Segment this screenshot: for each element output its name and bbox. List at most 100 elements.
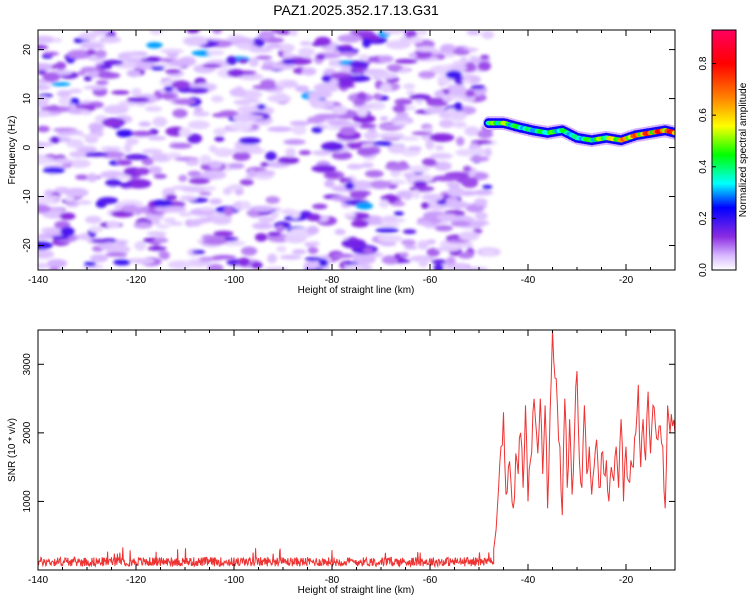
noise-blob <box>353 180 371 189</box>
noise-blob <box>475 211 488 221</box>
noise-blob <box>214 149 231 156</box>
noise-blob <box>421 193 444 201</box>
noise-blob <box>418 70 436 79</box>
noise-blob <box>378 199 390 209</box>
noise-blob <box>392 104 406 113</box>
x-tick-label: -100 <box>224 575 244 586</box>
noise-blob <box>470 140 493 145</box>
noise-blob <box>40 105 60 111</box>
noise-blob <box>285 147 296 158</box>
noise-blob <box>438 119 455 129</box>
noise-blob <box>277 156 300 165</box>
y-tick-label: -20 <box>22 238 33 253</box>
noise-blob <box>232 151 251 161</box>
noise-blob <box>452 49 469 55</box>
noise-blob <box>459 56 469 65</box>
noise-blob <box>173 98 196 105</box>
noise-blob <box>146 231 167 236</box>
noise-blob <box>436 199 448 205</box>
noise-blob <box>134 241 146 251</box>
noise-blob <box>98 241 113 250</box>
noise-blob <box>431 259 447 265</box>
noise-blob <box>105 252 127 257</box>
noise-blob <box>404 30 417 39</box>
noise-blob <box>79 134 99 139</box>
noise-blob <box>356 91 367 101</box>
x-tick-label: -60 <box>423 275 438 286</box>
noise-blob <box>455 136 465 146</box>
noise-blob <box>469 156 490 162</box>
noise-blob <box>50 136 60 144</box>
noise-blob <box>425 139 435 150</box>
noise-blob <box>187 120 210 130</box>
x-tick-label: -100 <box>224 275 244 286</box>
noise-blob <box>75 174 89 180</box>
noise-blob <box>401 239 416 246</box>
noise-blob <box>303 261 319 270</box>
noise-blob <box>270 212 280 219</box>
noise-blob <box>233 99 252 106</box>
noise-blob <box>464 126 480 137</box>
noise-blob <box>255 170 276 176</box>
noise-blob <box>480 54 490 60</box>
x-tick-label: -40 <box>521 275 536 286</box>
colorbar-tick-label: 0.4 <box>698 159 709 173</box>
noise-blob <box>482 184 493 190</box>
colorbar-tick-label: 0.2 <box>698 211 709 225</box>
noise-blob <box>209 198 223 205</box>
noise-blob <box>411 189 421 199</box>
noise-blob <box>470 84 486 90</box>
noise-blob <box>439 43 457 54</box>
noise-blob <box>80 110 92 115</box>
noise-blob <box>283 139 306 145</box>
noise-blob <box>38 249 55 259</box>
noise-blob <box>445 70 462 80</box>
noise-blob <box>38 69 47 75</box>
noise-blob <box>451 262 469 270</box>
noise-blob <box>99 151 125 159</box>
noise-blob <box>52 37 62 43</box>
noise-blob <box>186 30 200 34</box>
noise-blob <box>450 64 468 72</box>
noise-blob <box>338 51 358 56</box>
snr-y-label: SNR (10 * v/v) <box>7 418 18 482</box>
noise-blob <box>141 148 163 155</box>
noise-blob <box>133 222 153 229</box>
noise-blob <box>38 44 49 50</box>
noise-blob <box>483 147 492 157</box>
noise-blob <box>236 42 252 50</box>
noise-blob <box>38 204 52 214</box>
chart-title: PAZ1.2025.352.17.13.G31 <box>273 2 439 18</box>
noise-blob <box>356 108 368 117</box>
noise-blob <box>178 174 188 182</box>
noise-blob <box>212 30 223 34</box>
y-tick-label: 1000 <box>22 490 33 513</box>
noise-blob <box>68 159 91 169</box>
noise-blob <box>415 46 437 52</box>
noise-blob <box>299 210 312 218</box>
x-tick-label: -20 <box>619 575 634 586</box>
noise-blob <box>472 189 493 196</box>
colorbar-gradient <box>712 30 736 270</box>
noise-blob <box>385 163 411 171</box>
noise-blob <box>149 30 164 35</box>
noise-blob <box>380 241 397 247</box>
noise-blob <box>165 69 181 74</box>
noise-blob <box>331 253 355 259</box>
noise-blob <box>434 225 453 232</box>
noise-blob <box>60 226 75 237</box>
noise-blob <box>38 63 53 70</box>
noise-blob <box>38 241 53 250</box>
noise-blob <box>163 217 177 224</box>
noise-blob <box>395 111 409 118</box>
noise-blob <box>344 181 355 190</box>
x-tick-label: -120 <box>126 575 146 586</box>
noise-blob <box>168 221 184 226</box>
noise-blob <box>424 127 433 133</box>
noise-blob <box>135 61 156 70</box>
noise-blob <box>159 251 171 260</box>
noise-blob <box>263 266 288 270</box>
noise-blob <box>169 142 193 149</box>
y-tick-label: 0 <box>22 144 33 150</box>
noise-blob <box>426 247 441 257</box>
